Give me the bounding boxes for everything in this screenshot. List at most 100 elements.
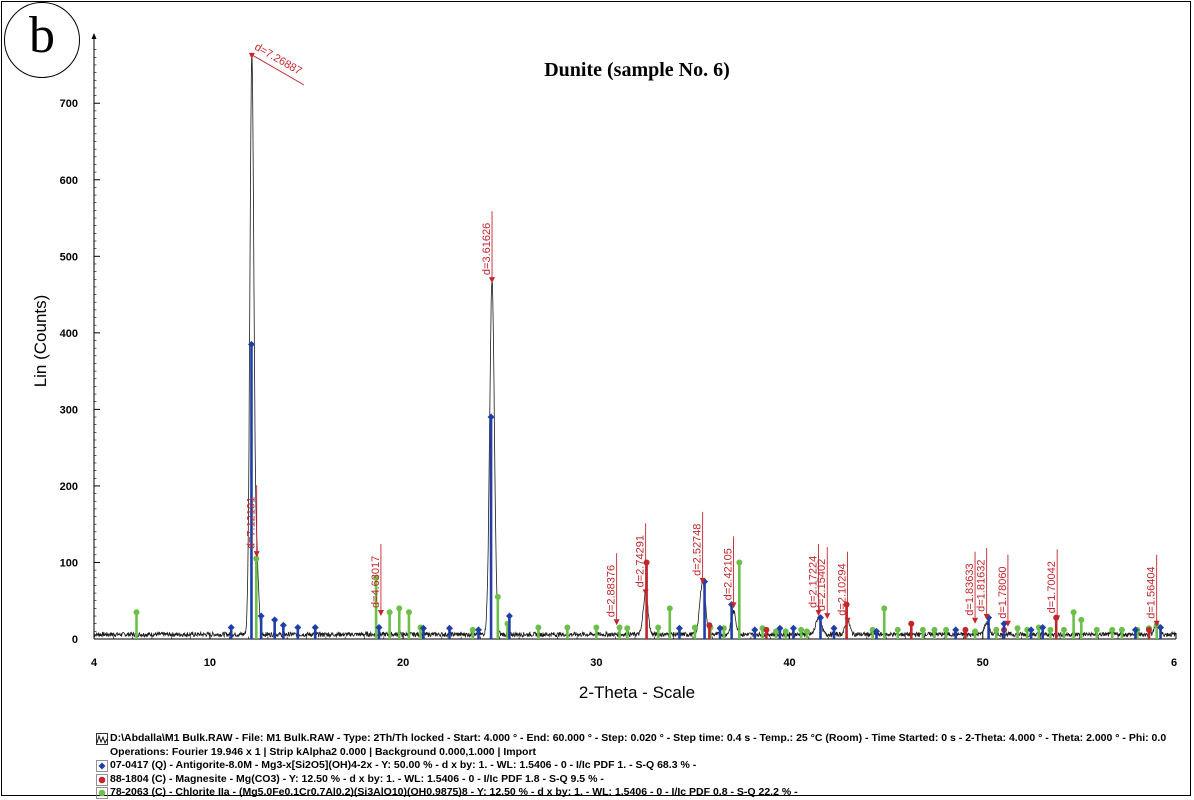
peak-label: d=7.12191 bbox=[246, 485, 260, 558]
stick-marker bbox=[972, 628, 979, 635]
stick-marker bbox=[675, 624, 683, 632]
red-circle-icon bbox=[96, 773, 108, 786]
peak-label: d=4.63017 bbox=[370, 544, 384, 617]
y-tick-label: 400 bbox=[60, 328, 78, 340]
y-tick-label: 500 bbox=[60, 251, 78, 263]
stick-marker bbox=[706, 622, 713, 629]
stick-marker bbox=[593, 624, 600, 631]
peak-label: d=2.15402 bbox=[816, 547, 831, 620]
stick-marker bbox=[373, 574, 380, 581]
stick-marker bbox=[803, 628, 810, 635]
peak-marker bbox=[489, 277, 496, 284]
peak-label-text: d=7.12191 bbox=[246, 497, 258, 549]
stick-marker bbox=[993, 626, 1000, 633]
stick-marker bbox=[1145, 626, 1152, 633]
stick-marker bbox=[952, 626, 960, 634]
stick-marker bbox=[257, 612, 265, 620]
chart-title: Dunite (sample No. 6) bbox=[544, 59, 730, 81]
stick-marker bbox=[943, 626, 950, 633]
stick-marker bbox=[1157, 624, 1165, 632]
stick-marker bbox=[655, 624, 662, 631]
legend-chlorite-text: 78-2063 (C) - Chlorite IIa - (Mg5.0Fe0.1… bbox=[110, 786, 798, 799]
y-axis-arrow bbox=[91, 33, 97, 39]
peak-label: d=2.17224 bbox=[808, 544, 822, 617]
legend-file-line: D:\Abdalla\M1 Bulk.RAW - File: M1 Bulk.R… bbox=[96, 732, 1166, 746]
x-axis-label: 2-Theta - Scale bbox=[579, 683, 695, 702]
peak-label-text: d=2.88376 bbox=[606, 565, 618, 617]
peak-marker bbox=[613, 619, 620, 626]
stick-marker bbox=[789, 624, 797, 632]
y-tick-label: 300 bbox=[60, 404, 78, 416]
legend-chlorite: 78-2063 (C) - Chlorite IIa - (Mg5.0Fe0.1… bbox=[96, 786, 1166, 800]
peak-label-text: d=1.78060 bbox=[997, 566, 1009, 618]
stick-marker bbox=[643, 559, 650, 566]
peak-marker bbox=[983, 613, 990, 620]
y-tick-label: 200 bbox=[60, 481, 78, 493]
x-tick-label: 10 bbox=[204, 657, 216, 669]
peak-label-leader bbox=[251, 54, 305, 86]
stick-marker bbox=[962, 626, 969, 633]
stick-marker bbox=[616, 624, 623, 631]
peak-label-text: d=1.56404 bbox=[1146, 566, 1158, 618]
stick-marker bbox=[830, 624, 838, 632]
axes: 0 100 200 300 400 500 600 700 4 10 20 30 40 50 6 bbox=[60, 33, 1177, 669]
stick-marker bbox=[227, 624, 235, 632]
blue-diamond-icon bbox=[96, 760, 108, 772]
stick-marker bbox=[1035, 624, 1042, 631]
xrd-chart: Dunite (sample No. 6) 2-Theta - Scale Li… bbox=[31, 33, 1177, 702]
peak-label: d=2.88376 bbox=[606, 553, 620, 626]
stick-marker bbox=[1131, 626, 1139, 634]
peak-marker bbox=[1153, 620, 1160, 627]
stick-marker bbox=[494, 593, 501, 600]
peak-label-text: d=1.81632 bbox=[976, 560, 988, 612]
stick-marker bbox=[720, 625, 727, 632]
peak-marker bbox=[699, 577, 706, 584]
peak-marker bbox=[730, 602, 737, 609]
peak-marker bbox=[642, 589, 649, 596]
peak-label-text: d=2.17224 bbox=[808, 556, 820, 608]
peak-label: d=1.83633 bbox=[964, 551, 979, 624]
stick-marker bbox=[487, 413, 495, 421]
stick-marker bbox=[666, 605, 673, 612]
x-tick-label: 50 bbox=[977, 657, 989, 669]
stick-marker bbox=[816, 614, 824, 622]
stick-marker bbox=[386, 609, 393, 616]
stick-marker bbox=[773, 628, 780, 635]
stick-marker bbox=[446, 624, 454, 632]
peak-label: d=3.61626 bbox=[481, 211, 496, 284]
stick-marker bbox=[894, 626, 901, 633]
stick-marker bbox=[505, 612, 513, 620]
y-tick-label: 600 bbox=[60, 175, 78, 187]
stick-marker bbox=[294, 624, 302, 632]
x-tick-label: 4 bbox=[91, 657, 98, 669]
green-circle-icon bbox=[96, 787, 108, 800]
stick-marker bbox=[1070, 609, 1077, 616]
legend-operations-line: Operations: Fourier 19.946 x 1 | Strip k… bbox=[96, 746, 1166, 760]
stick-marker bbox=[564, 624, 571, 631]
peak-label: d=1.78060 bbox=[997, 554, 1011, 627]
peak-marker bbox=[844, 617, 851, 624]
stick-marker bbox=[419, 624, 427, 632]
peak-marker bbox=[253, 551, 260, 558]
stick-marker bbox=[716, 624, 724, 632]
stick-marker bbox=[311, 624, 319, 632]
stick-marker bbox=[375, 624, 383, 632]
peak-label: d=2.52748 bbox=[692, 511, 706, 584]
peak-label: d=2.42105 bbox=[723, 536, 737, 609]
stick-marker bbox=[1039, 624, 1047, 632]
stick-marker bbox=[881, 605, 888, 612]
peak-label: d=1.81632 bbox=[976, 547, 990, 620]
peak-marker bbox=[972, 617, 979, 624]
stick-marker bbox=[1109, 626, 1116, 633]
stick-marker bbox=[843, 601, 850, 608]
x-tick-label: 30 bbox=[590, 657, 602, 669]
stick-marker bbox=[1024, 626, 1031, 633]
stick-marker bbox=[1027, 626, 1035, 634]
y-tick-label: 0 bbox=[72, 634, 78, 646]
peak-marker bbox=[1004, 620, 1011, 627]
y-tick-label: 100 bbox=[60, 557, 78, 569]
stick-marker bbox=[782, 628, 789, 635]
stick-marker bbox=[873, 627, 881, 635]
stick-marker bbox=[1047, 626, 1054, 633]
